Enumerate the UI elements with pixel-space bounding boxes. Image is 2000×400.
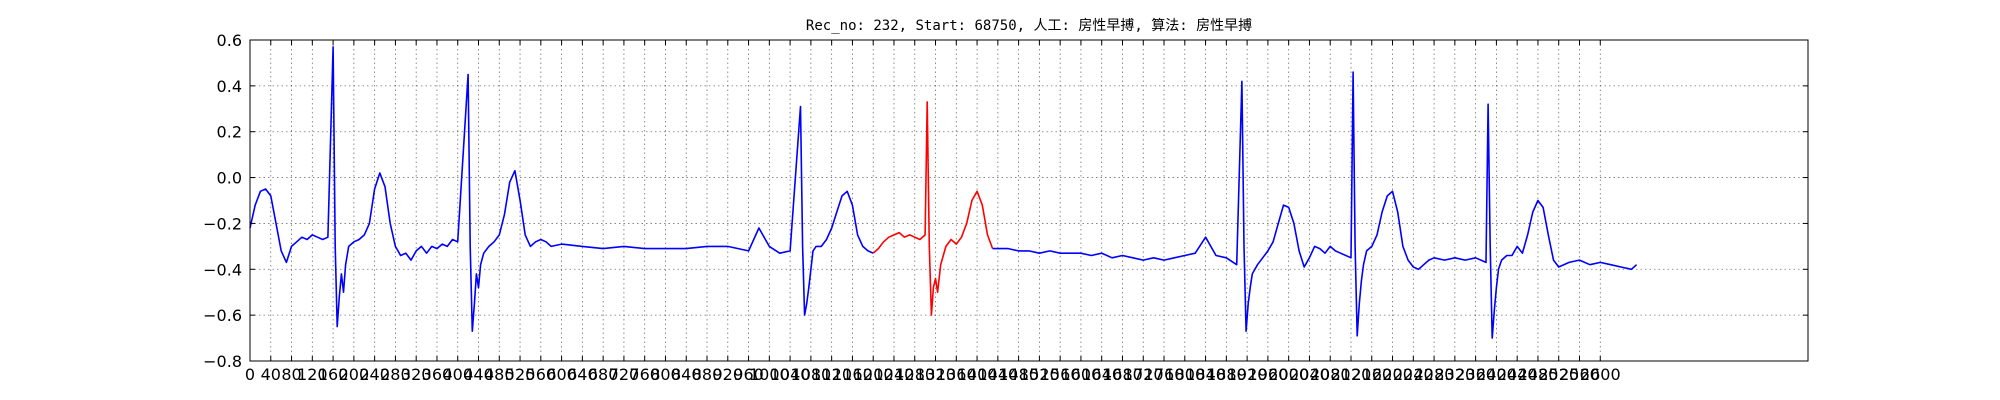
x-tick-label: 120: [297, 365, 328, 384]
x-tick-label: 1280: [894, 365, 935, 384]
x-tick-label: 1200: [853, 365, 894, 384]
y-tick-label: 0.6: [217, 31, 242, 50]
x-tick-label: 2320: [1434, 365, 1475, 384]
x-tick-label: 2400: [1476, 365, 1517, 384]
x-tick-label: 2080: [1310, 365, 1351, 384]
x-tick-label: 920: [713, 365, 744, 384]
x-tick-label: 2360: [1455, 365, 1496, 384]
x-tick-label: 1920: [1227, 365, 1268, 384]
ecg-series-1: [249, 46, 874, 333]
x-tick-label: 1120: [811, 365, 852, 384]
x-tick-label: 2600: [1580, 365, 1621, 384]
x-tick-label: 960: [733, 365, 764, 384]
x-tick-label: 1840: [1185, 365, 1226, 384]
x-tick-label: 320: [401, 365, 432, 384]
y-tick-label: −0.4: [203, 260, 242, 279]
x-tick-label: 880: [692, 365, 723, 384]
x-tick-label: 720: [609, 365, 640, 384]
x-tick-label: 2440: [1497, 365, 1538, 384]
x-tick-label: 360: [422, 365, 453, 384]
x-tick-label: 1400: [957, 365, 998, 384]
x-tick-label: 2040: [1289, 365, 1330, 384]
x-tick-label: 2160: [1351, 365, 1392, 384]
x-tick-label: 1800: [1164, 365, 1205, 384]
x-tick-label: 1560: [1040, 365, 1081, 384]
x-tick-label: 1000: [749, 365, 790, 384]
x-tick-label: 1880: [1206, 365, 1247, 384]
x-tick-label: 2000: [1268, 365, 1309, 384]
x-tick-label: 280: [380, 365, 411, 384]
x-tick-label: 640: [567, 365, 598, 384]
x-tick-label: 200: [339, 365, 370, 384]
x-tick-label: 1640: [1081, 365, 1122, 384]
x-tick-label: 600: [546, 365, 577, 384]
x-tick-label: 440: [463, 365, 494, 384]
x-tick-label: 560: [526, 365, 557, 384]
y-tick-label: 0.0: [217, 169, 242, 188]
x-tick-label: 2480: [1518, 365, 1559, 384]
x-tick-label: 2280: [1414, 365, 1455, 384]
x-tick-label: 1480: [998, 365, 1039, 384]
x-tick-label: 1240: [874, 365, 915, 384]
x-tick-label: 0: [245, 365, 255, 384]
x-tick-label: 240: [359, 365, 390, 384]
x-tick-label: 1440: [977, 365, 1018, 384]
x-tick-label: 1040: [770, 365, 811, 384]
x-tick-label: 80: [281, 365, 301, 384]
y-tick-label: −0.8: [203, 352, 242, 371]
y-tick-label: 0.4: [217, 77, 242, 96]
series-layer: [249, 46, 1638, 339]
x-tick-label: 2120: [1331, 365, 1372, 384]
grid: [249, 39, 1808, 362]
x-tick-label: 160: [318, 365, 349, 384]
x-tick-label: 2240: [1393, 365, 1434, 384]
x-tick-label: 1600: [1061, 365, 1102, 384]
x-tick-label: 760: [629, 365, 660, 384]
y-tick-label: −0.2: [203, 214, 242, 233]
y-tick-label: −0.6: [203, 306, 242, 325]
x-tick-label: 480: [484, 365, 515, 384]
x-tick-label: 40: [261, 365, 281, 384]
x-tick-label: 2560: [1559, 365, 1600, 384]
x-tick-label: 2520: [1538, 365, 1579, 384]
y-tick-label: 0.2: [217, 123, 242, 142]
x-tick-label: 1320: [915, 365, 956, 384]
x-tick-label: 1520: [1019, 365, 1060, 384]
ecg-series-2: [872, 101, 994, 316]
x-tick-label: 680: [588, 365, 619, 384]
x-tick-label: 800: [650, 365, 681, 384]
plot-frame: [249, 39, 1809, 362]
x-tick-label: 1160: [832, 365, 873, 384]
x-tick-label: 1360: [936, 365, 977, 384]
x-tick-label: 840: [671, 365, 702, 384]
x-tick-label: 2200: [1372, 365, 1413, 384]
ticks: 0 40 8012016020024028032036040044048052056…: [203, 31, 1808, 384]
x-tick-label: 1720: [1123, 365, 1164, 384]
chart-title: Rec_no: 232, Start: 68750, 人工: 房性早搏, 算法:…: [806, 17, 1252, 34]
x-tick-label: 1080: [791, 365, 832, 384]
ecg-series-3: [992, 71, 1638, 339]
x-tick-label: 1760: [1144, 365, 1185, 384]
x-tick-label: 520: [505, 365, 536, 384]
x-tick-label: 1960: [1248, 365, 1289, 384]
x-tick-label: 400: [442, 365, 473, 384]
x-tick-label: 1680: [1102, 365, 1143, 384]
